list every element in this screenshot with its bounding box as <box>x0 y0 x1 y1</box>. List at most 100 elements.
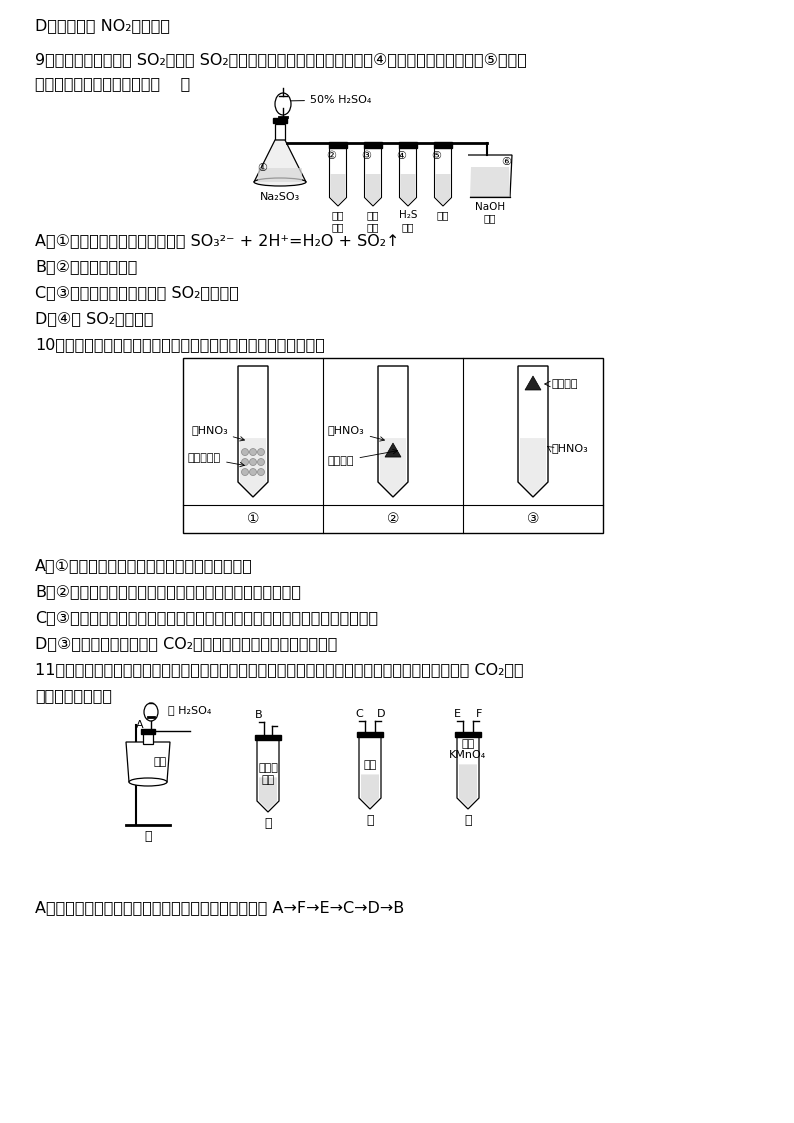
Bar <box>434 141 452 148</box>
Bar <box>357 732 383 737</box>
Bar <box>364 141 382 148</box>
Text: C．③中产生红棕色气体，说明浓酸具有挥发性，生成的红棕色气体为氧化产物: C．③中产生红棕色气体，说明浓酸具有挥发性，生成的红棕色气体为氧化产物 <box>35 610 378 626</box>
Text: A．①中产生红棕色气体，说明浓硝酸受热易分解: A．①中产生红棕色气体，说明浓硝酸受热易分解 <box>35 558 252 573</box>
Text: D: D <box>376 709 385 719</box>
Bar <box>329 141 347 148</box>
Ellipse shape <box>254 179 306 186</box>
Bar <box>141 729 155 734</box>
Polygon shape <box>240 438 266 495</box>
Polygon shape <box>254 140 306 182</box>
Polygon shape <box>457 737 479 809</box>
Circle shape <box>241 458 249 466</box>
Text: 溴水: 溴水 <box>437 210 449 220</box>
Polygon shape <box>365 174 380 204</box>
Circle shape <box>249 458 256 466</box>
Bar <box>399 141 417 148</box>
Polygon shape <box>434 148 452 206</box>
Circle shape <box>241 448 249 456</box>
Text: H₂S: H₂S <box>399 210 418 220</box>
Polygon shape <box>525 376 541 390</box>
Polygon shape <box>361 775 379 807</box>
Polygon shape <box>459 765 477 807</box>
Polygon shape <box>257 740 279 812</box>
Text: 木炭: 木炭 <box>153 757 166 767</box>
Polygon shape <box>399 148 417 206</box>
Text: 溶液: 溶液 <box>484 213 496 223</box>
Polygon shape <box>470 167 510 197</box>
Text: ③: ③ <box>361 150 371 161</box>
Text: Na₂SO₃: Na₂SO₃ <box>260 192 300 202</box>
Text: A: A <box>137 720 144 730</box>
Text: 灰水: 灰水 <box>261 776 275 785</box>
Text: 10．下述实验中均有红棕色气体产生，对比分析所得结论正确的是: 10．下述实验中均有红棕色气体产生，对比分析所得结论正确的是 <box>35 337 325 351</box>
Text: D．只可能是 NO₂一种气体: D．只可能是 NO₂一种气体 <box>35 18 170 33</box>
Text: 列说法不正确的是: 列说法不正确的是 <box>35 688 112 703</box>
Polygon shape <box>126 742 170 782</box>
Polygon shape <box>275 124 285 140</box>
Text: 浓HNO₃: 浓HNO₃ <box>191 424 245 441</box>
Bar <box>455 732 481 737</box>
Text: 乙: 乙 <box>264 818 272 830</box>
Text: 灼热碎瓷片: 灼热碎瓷片 <box>188 453 245 467</box>
Bar <box>273 118 287 124</box>
Text: C: C <box>355 709 363 719</box>
Text: 石蕊: 石蕊 <box>332 210 345 220</box>
Text: ①: ① <box>257 163 267 173</box>
Text: 澄清石: 澄清石 <box>258 764 278 774</box>
Polygon shape <box>259 777 277 810</box>
Text: ①: ① <box>247 512 260 526</box>
Text: 浓 H₂SO₄: 浓 H₂SO₄ <box>168 705 211 715</box>
Circle shape <box>249 468 256 475</box>
Text: ②: ② <box>387 512 399 526</box>
Bar <box>255 734 281 740</box>
Text: 红热木炭: 红热木炭 <box>551 378 577 389</box>
Text: ③: ③ <box>526 512 539 526</box>
Text: 品红: 品红 <box>364 760 376 770</box>
Ellipse shape <box>129 778 167 786</box>
Ellipse shape <box>144 703 158 721</box>
Polygon shape <box>435 174 450 204</box>
Text: 水褪色，下列说法错误的是（    ）: 水褪色，下列说法错误的是（ ） <box>35 76 191 91</box>
Text: ②: ② <box>326 150 336 161</box>
Text: D．④中 SO₂作还原剂: D．④中 SO₂作还原剂 <box>35 311 153 326</box>
Text: F: F <box>476 709 482 719</box>
Text: B: B <box>255 710 263 720</box>
Text: D．③的气体产物中检测出 CO₂，由此说明木炭一定被浓硝酸氧化: D．③的气体产物中检测出 CO₂，由此说明木炭一定被浓硝酸氧化 <box>35 636 337 651</box>
Polygon shape <box>400 174 415 204</box>
Text: 浓HNO₃: 浓HNO₃ <box>551 444 588 453</box>
Polygon shape <box>258 168 302 182</box>
Polygon shape <box>520 438 546 495</box>
Text: ⑤: ⑤ <box>431 150 441 161</box>
Polygon shape <box>330 148 346 206</box>
Text: 丁: 丁 <box>464 814 472 827</box>
Text: ⑥: ⑥ <box>501 157 511 167</box>
Text: 溶液: 溶液 <box>367 222 380 232</box>
Text: 11．选用如图所示仪器中的两个或几个（内含物质）组装成实验装置，以验证木炭可被浓硫酸氧化成 CO₂，下: 11．选用如图所示仪器中的两个或几个（内含物质）组装成实验装置，以验证木炭可被浓… <box>35 661 523 677</box>
Text: NaOH: NaOH <box>475 202 505 212</box>
Text: 红热木炭: 红热木炭 <box>328 449 397 466</box>
Polygon shape <box>359 737 381 809</box>
Circle shape <box>257 458 264 466</box>
Polygon shape <box>364 148 381 206</box>
Text: 酸性
KMnO₄: 酸性 KMnO₄ <box>449 739 487 760</box>
Bar <box>143 732 153 745</box>
Polygon shape <box>238 366 268 497</box>
Circle shape <box>241 468 249 475</box>
Bar <box>183 358 603 533</box>
Polygon shape <box>380 438 406 495</box>
Text: 品红: 品红 <box>367 210 380 220</box>
Polygon shape <box>518 366 548 497</box>
Text: C．③的品红溶液褪色，证明 SO₂有漂白性: C．③的品红溶液褪色，证明 SO₂有漂白性 <box>35 285 239 300</box>
Text: ④: ④ <box>396 150 406 161</box>
Text: 9．如图是实验室制取 SO₂并验证 SO₂某些性质的装置图。若观察到装置④中有淡黄色沉淀生成，⑤中的溴: 9．如图是实验室制取 SO₂并验证 SO₂某些性质的装置图。若观察到装置④中有淡… <box>35 52 527 67</box>
Text: B．②中产生红棕色气体，说明木炭一定与浓硝酸发生了反应: B．②中产生红棕色气体，说明木炭一定与浓硝酸发生了反应 <box>35 584 301 599</box>
Polygon shape <box>330 174 345 204</box>
Text: 浓HNO₃: 浓HNO₃ <box>328 424 384 441</box>
Text: 溶液: 溶液 <box>402 222 414 232</box>
Text: 50% H₂SO₄: 50% H₂SO₄ <box>285 95 372 104</box>
Text: 甲: 甲 <box>145 830 152 843</box>
Text: A．①中发生反应的离子方程式是 SO₃²⁻ + 2H⁺=H₂O + SO₂↑: A．①中发生反应的离子方程式是 SO₃²⁻ + 2H⁺=H₂O + SO₂↑ <box>35 232 399 248</box>
Circle shape <box>257 448 264 456</box>
Text: A．按气流从左向右流动，连接装置的正确顺序可以是 A→F→E→C→D→B: A．按气流从左向右流动，连接装置的正确顺序可以是 A→F→E→C→D→B <box>35 900 404 915</box>
Circle shape <box>249 448 256 456</box>
